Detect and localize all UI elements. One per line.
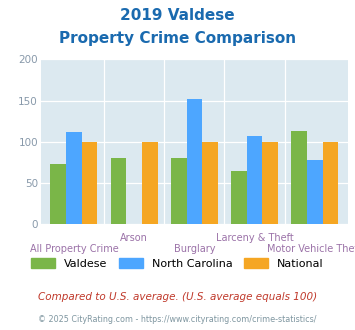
Text: Burglary: Burglary — [174, 244, 215, 254]
Bar — [307, 160, 323, 224]
Text: All Property Crime: All Property Crime — [29, 244, 118, 254]
Bar — [323, 142, 338, 224]
Bar — [171, 158, 186, 224]
Bar — [82, 142, 97, 224]
Text: Compared to U.S. average. (U.S. average equals 100): Compared to U.S. average. (U.S. average … — [38, 292, 317, 302]
Bar — [186, 99, 202, 224]
Text: 2019 Valdese: 2019 Valdese — [120, 8, 235, 23]
Legend: Valdese, North Carolina, National: Valdese, North Carolina, National — [27, 253, 328, 273]
Bar — [111, 158, 126, 224]
Bar — [142, 142, 158, 224]
Text: Motor Vehicle Theft: Motor Vehicle Theft — [267, 244, 355, 254]
Bar — [247, 136, 262, 224]
Text: Property Crime Comparison: Property Crime Comparison — [59, 31, 296, 46]
Bar — [262, 142, 278, 224]
Bar — [291, 131, 307, 224]
Bar — [66, 132, 82, 224]
Text: Arson: Arson — [120, 233, 148, 243]
Bar — [50, 164, 66, 224]
Bar — [202, 142, 218, 224]
Bar — [231, 171, 247, 224]
Text: © 2025 CityRating.com - https://www.cityrating.com/crime-statistics/: © 2025 CityRating.com - https://www.city… — [38, 315, 317, 324]
Text: Larceny & Theft: Larceny & Theft — [216, 233, 294, 243]
